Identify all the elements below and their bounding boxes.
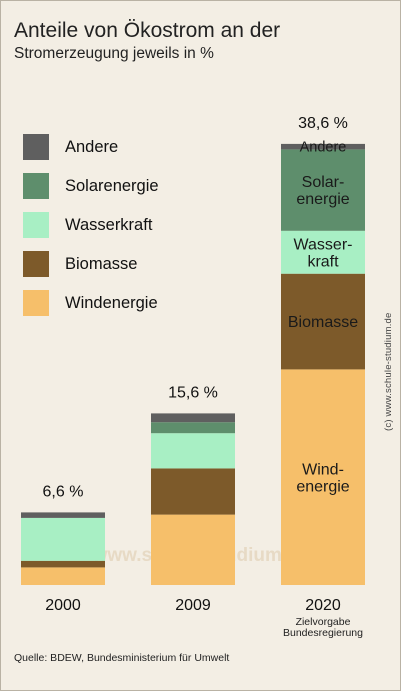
total-label-2020: 38,6 % <box>298 115 348 132</box>
legend-swatch <box>23 134 49 160</box>
bar-windenergie-2009 <box>151 514 235 585</box>
bar-andere-2009 <box>151 413 235 423</box>
bar-biomasse-2000 <box>21 560 105 568</box>
legend-label: Solarenergie <box>65 177 159 195</box>
chart-subtitle: Stromerzeugung jeweils in % <box>14 45 214 62</box>
bar-solarenergie-2020 <box>281 149 365 231</box>
bar-label-line: kraft <box>307 253 339 270</box>
category-label-2000: 2000 <box>45 597 81 614</box>
bar-label-andere-2020: Andere <box>300 140 347 156</box>
total-label-2000: 6,6 % <box>43 483 84 500</box>
bar-label-line: Wind- <box>302 461 344 478</box>
bar-biomasse-2009 <box>151 468 235 515</box>
bar-wasserkraft-2020 <box>281 230 365 274</box>
bar-windenergie-2000 <box>21 567 105 585</box>
legend-label: Wasserkraft <box>65 216 153 234</box>
legend-swatch <box>23 212 49 238</box>
bar-windenergie-2020 <box>281 369 365 585</box>
legend-swatch <box>23 173 49 199</box>
source-note: Quelle: BDEW, Bundesministerium für Umwe… <box>14 652 230 664</box>
category-note-2020-0: Zielvorgabe <box>296 616 351 628</box>
bar-wasserkraft-2000 <box>21 517 105 561</box>
bar-label-line: Solar- <box>302 174 345 191</box>
bar-wasserkraft-2009 <box>151 433 235 469</box>
bar-label-line: Wasser- <box>294 236 353 253</box>
legend-label: Andere <box>65 138 119 156</box>
category-note-2020-1: Bundesregierung <box>283 627 363 639</box>
legend-swatch <box>23 290 49 316</box>
bar-label-line: energie <box>296 478 349 495</box>
chart-title: Anteile von Ökostrom an der <box>14 19 281 42</box>
legend-label: Biomasse <box>65 255 138 273</box>
bar-label-biomasse-2020: Biomasse <box>288 314 358 331</box>
bar-andere-2020 <box>281 143 365 150</box>
bar-label-solarenergie-2020: Solar-energie <box>296 174 349 208</box>
bar-label-line: Andere <box>300 140 347 156</box>
legend-label: Windenergie <box>65 294 158 312</box>
bar-biomasse-2020 <box>281 273 365 370</box>
bar-label-line: energie <box>296 191 349 208</box>
category-label-2009: 2009 <box>175 597 211 614</box>
bar-label-line: Biomasse <box>288 314 358 331</box>
bar-label-windenergie-2020: Wind-energie <box>296 461 349 495</box>
category-label-2020: 2020 <box>305 597 341 614</box>
copyright-note: (c) www.schule-studium.de <box>383 312 394 431</box>
bar-solarenergie-2009 <box>151 422 235 434</box>
bar-label-wasserkraft-2020: Wasser-kraft <box>294 236 353 270</box>
bar-andere-2000 <box>21 512 105 518</box>
legend-swatch <box>23 251 49 277</box>
total-label-2009: 15,6 % <box>168 384 218 401</box>
